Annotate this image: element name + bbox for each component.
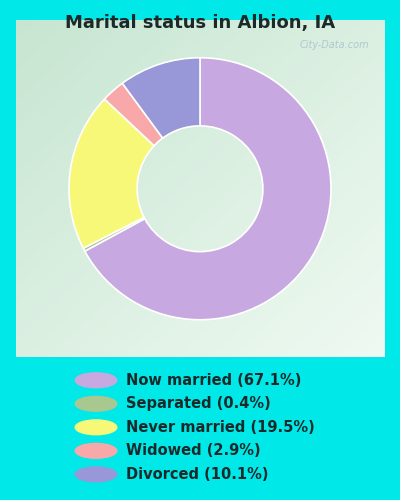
Circle shape [75,373,117,388]
Circle shape [75,444,117,458]
Text: Now married (67.1%): Now married (67.1%) [126,373,301,388]
Text: City-Data.com: City-Data.com [300,40,369,50]
Text: Marital status in Albion, IA: Marital status in Albion, IA [65,14,335,32]
Wedge shape [83,218,145,251]
Wedge shape [85,58,331,320]
Text: Separated (0.4%): Separated (0.4%) [126,396,271,411]
Text: Widowed (2.9%): Widowed (2.9%) [126,444,261,458]
Text: Never married (19.5%): Never married (19.5%) [126,420,315,435]
Wedge shape [104,84,163,146]
Wedge shape [122,58,200,138]
Text: Divorced (10.1%): Divorced (10.1%) [126,467,268,482]
Circle shape [75,467,117,482]
Wedge shape [69,99,154,248]
Circle shape [75,396,117,411]
Circle shape [75,420,117,434]
